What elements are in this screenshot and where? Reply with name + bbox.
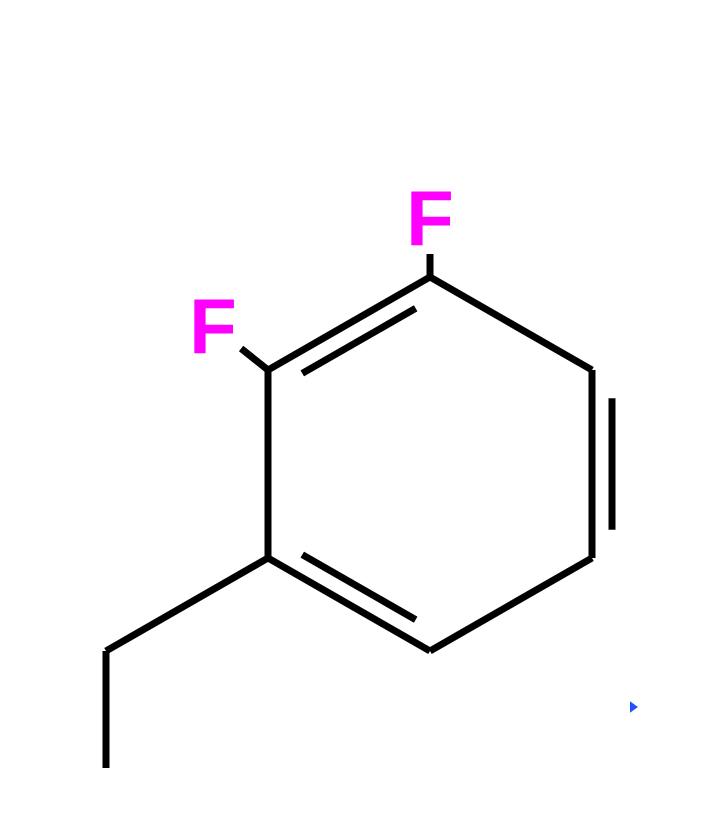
atom-label-F: F — [406, 174, 454, 262]
atom-label-F: F — [189, 282, 237, 370]
bond — [268, 277, 430, 370]
molecule-canvas: FF — [0, 0, 714, 831]
bond — [430, 558, 592, 651]
bond — [106, 558, 268, 651]
play-marker-icon — [630, 701, 638, 712]
bond — [268, 558, 430, 651]
bond — [241, 348, 268, 370]
bond — [430, 277, 592, 370]
